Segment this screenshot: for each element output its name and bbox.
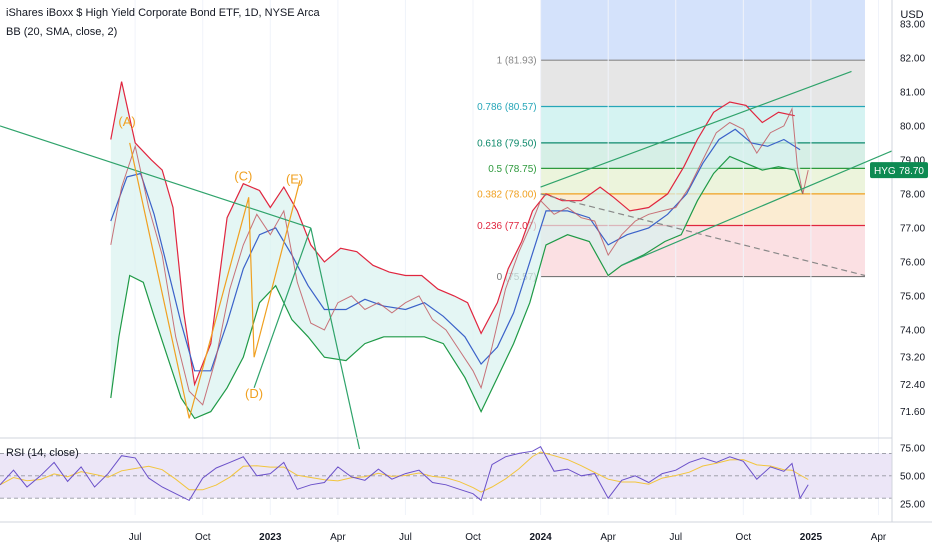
rsi-tick-label: 50.00 bbox=[900, 471, 925, 482]
rsi-tick-label: 25.00 bbox=[900, 499, 925, 510]
price-tick-label: 83.00 bbox=[900, 19, 925, 30]
elliott-wave-label: (D) bbox=[245, 386, 263, 401]
price-tick-label: 79.00 bbox=[900, 155, 925, 166]
time-tick-label: 2023 bbox=[259, 532, 282, 543]
rsi-line[interactable] bbox=[0, 446, 809, 502]
rsi-title: RSI (14, close) bbox=[6, 447, 79, 459]
time-tick-label: Jul bbox=[129, 532, 142, 543]
currency-label: USD bbox=[900, 9, 923, 21]
bb-lower-line[interactable] bbox=[110, 155, 804, 420]
rsi-tick-label: 75.00 bbox=[900, 443, 925, 454]
price-badge[interactable] bbox=[870, 162, 928, 179]
trendline[interactable] bbox=[621, 138, 920, 266]
price-tick-label: 82.00 bbox=[900, 53, 925, 64]
elliott-wave-path[interactable] bbox=[129, 142, 301, 419]
annotations: (A) (C) (E) (D) bbox=[118, 114, 303, 419]
price-tick-label: 72.40 bbox=[900, 380, 925, 391]
fib-level-label: 1 (81.93) bbox=[497, 56, 537, 67]
time-tick-label: Oct bbox=[465, 532, 481, 543]
time-tick-label: Jul bbox=[669, 532, 682, 543]
elliott-wave-label: (A) bbox=[118, 114, 135, 129]
time-tick-label: 2025 bbox=[800, 532, 823, 543]
fib-level-label: 0.236 (77.07) bbox=[477, 221, 537, 232]
rsi-ma-line[interactable] bbox=[0, 451, 809, 493]
time-tick-label: Oct bbox=[736, 532, 752, 543]
price-tick-label: 76.00 bbox=[900, 257, 925, 268]
trendline[interactable] bbox=[310, 227, 361, 450]
price-badge-value: 78.70 bbox=[899, 166, 924, 177]
rsi-pane: RSI (14, close) bbox=[0, 437, 892, 502]
projection-dashed-line[interactable] bbox=[540, 193, 866, 277]
price-tick-label: 75.00 bbox=[900, 291, 925, 302]
price-tick-label: 71.60 bbox=[900, 407, 925, 418]
time-tick-label: Apr bbox=[600, 532, 616, 543]
trendline[interactable] bbox=[540, 70, 852, 188]
time-tick-label: Apr bbox=[330, 532, 346, 543]
price-axis-bg bbox=[892, 0, 932, 550]
time-tick-label: Jul bbox=[399, 532, 412, 543]
price-tick-label: 81.00 bbox=[900, 87, 925, 98]
fib-level-label: 0.786 (80.57) bbox=[477, 102, 537, 113]
fib-level-label: 0.382 (78.00) bbox=[477, 189, 537, 200]
time-tick-label: 2024 bbox=[529, 532, 552, 543]
trendline[interactable] bbox=[0, 125, 311, 229]
price-badge-symbol: HYG bbox=[874, 166, 896, 177]
fib-zone bbox=[540, 60, 865, 107]
price-tick-label: 80.00 bbox=[900, 121, 925, 132]
price-tick-label: 73.20 bbox=[900, 353, 925, 364]
chart-title: iShares iBoxx $ High Yield Corporate Bon… bbox=[6, 7, 320, 19]
bb-basis-line[interactable] bbox=[110, 128, 801, 372]
fib-level-label: 0.5 (78.75) bbox=[488, 164, 536, 175]
price-tick-label: 74.00 bbox=[900, 325, 925, 336]
fib-level-label: 0.618 (79.50) bbox=[477, 138, 537, 149]
elliott-wave-label: (C) bbox=[234, 168, 252, 183]
elliott-wave-label: (E) bbox=[286, 172, 303, 187]
time-tick-label: Apr bbox=[871, 532, 887, 543]
fib-extension-zone bbox=[540, 0, 865, 61]
time-tick-label: Oct bbox=[195, 532, 211, 543]
bb-indicator-label[interactable]: BB (20, SMA, close, 2) bbox=[6, 26, 118, 38]
price-tick-label: 78.00 bbox=[900, 189, 925, 200]
price-line[interactable] bbox=[110, 107, 809, 406]
trendline[interactable] bbox=[253, 227, 312, 389]
price-tick-label: 77.00 bbox=[900, 223, 925, 234]
trend-lines bbox=[0, 70, 920, 450]
